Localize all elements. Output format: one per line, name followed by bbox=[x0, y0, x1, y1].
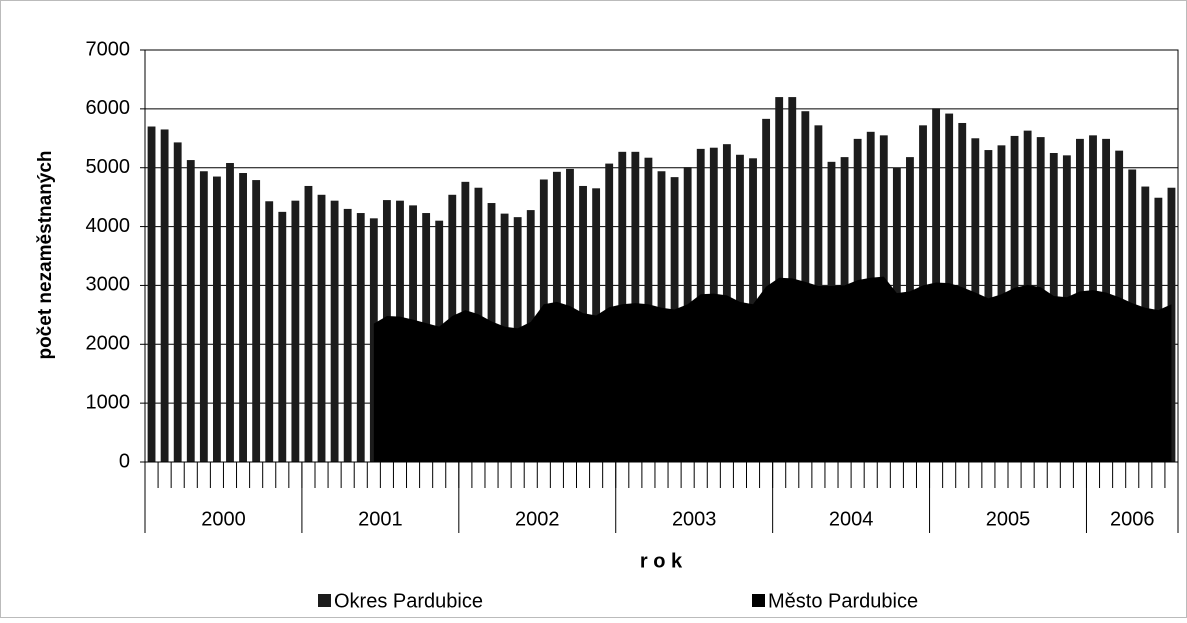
legend-label: Okres Pardubice bbox=[334, 590, 483, 612]
x-axis-title: r o k bbox=[640, 550, 683, 572]
y-tick-label: 0 bbox=[119, 450, 130, 472]
bar bbox=[304, 185, 313, 462]
group-label: 2002 bbox=[515, 508, 560, 530]
bar bbox=[317, 194, 326, 462]
bar bbox=[147, 126, 156, 462]
group-label: 2000 bbox=[201, 508, 246, 530]
bar bbox=[252, 180, 261, 462]
y-tick-label: 3000 bbox=[86, 274, 131, 296]
y-tick-label: 7000 bbox=[86, 38, 131, 60]
bar bbox=[278, 211, 287, 462]
bar bbox=[212, 176, 221, 463]
y-tick-label: 2000 bbox=[86, 333, 131, 355]
group-label: 2003 bbox=[672, 508, 717, 530]
bar bbox=[330, 200, 339, 462]
y-tick-label: 4000 bbox=[86, 215, 131, 237]
y-tick-label: 6000 bbox=[86, 97, 131, 119]
bar bbox=[291, 200, 300, 462]
group-label: 2001 bbox=[358, 508, 403, 530]
group-label: 2005 bbox=[986, 508, 1031, 530]
bar bbox=[160, 129, 169, 462]
bar bbox=[173, 142, 182, 463]
bar bbox=[186, 160, 195, 462]
bar bbox=[356, 213, 365, 462]
group-label: 2006 bbox=[1110, 508, 1155, 530]
group-label: 2004 bbox=[829, 508, 874, 530]
bar bbox=[226, 163, 234, 462]
area bbox=[373, 276, 1172, 462]
legend-label: Město Pardubice bbox=[768, 590, 918, 612]
legend-swatch bbox=[752, 594, 765, 607]
bar bbox=[265, 201, 274, 462]
y-tick-label: 5000 bbox=[86, 156, 131, 178]
legend-swatch bbox=[318, 594, 331, 607]
bar bbox=[239, 173, 247, 463]
bar bbox=[199, 171, 208, 462]
bar bbox=[343, 208, 352, 462]
y-axis-title: počet nezaměstnaných bbox=[35, 150, 56, 359]
y-tick-label: 1000 bbox=[86, 391, 131, 413]
